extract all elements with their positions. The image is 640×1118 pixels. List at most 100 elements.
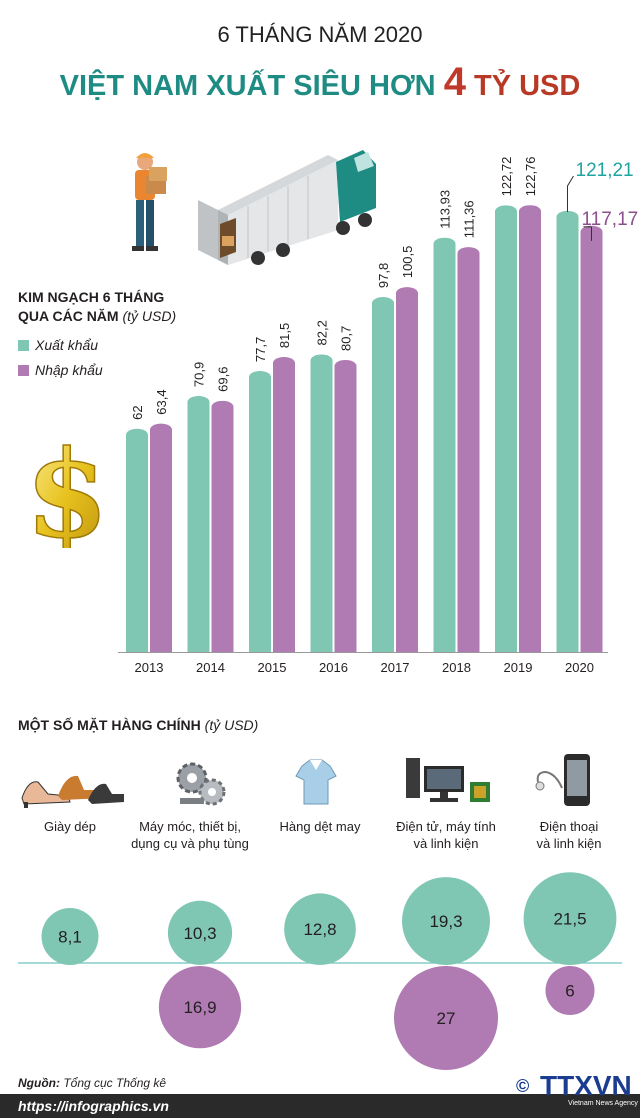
year-tick-label: 2013 [135, 660, 164, 675]
export-bar [126, 434, 148, 652]
export-bar [310, 360, 333, 652]
import-bubble [545, 966, 595, 1016]
footer-bar [0, 1094, 640, 1118]
export-bubble-label: 21,5 [553, 910, 586, 929]
page-subtitle: 6 THÁNG NĂM 2020 [217, 22, 423, 47]
gears-icon [176, 762, 226, 806]
export-bar-cap [372, 297, 394, 310]
legend-import-label: Nhập khẩu [35, 362, 103, 378]
ttxvn-logo-sub: Vietnam News Agency [568, 1100, 638, 1107]
bar-value-label: 122,76 [523, 156, 538, 196]
phone-icon [535, 754, 590, 806]
import-bar [150, 429, 172, 652]
items-unit: (tỷ USD) [204, 717, 259, 733]
source-text: Tổng cục Thống kê [59, 1076, 167, 1090]
bar-value-label: 63,4 [154, 389, 169, 414]
year-tick-label: 2018 [442, 660, 471, 675]
import-bubble-label: 27 [437, 1009, 456, 1028]
year-tick-label: 2014 [196, 660, 225, 675]
import-bar-cap [150, 423, 172, 436]
legend-import: Nhập khẩu [18, 362, 103, 378]
item-label-line2: và linh kiện [536, 836, 602, 851]
import-bar [519, 211, 541, 652]
year-tick-label: 2017 [381, 660, 410, 675]
bar-chart: 62 63,4 2013 70,9 69,6 2014 77,7 81,5 2015 82,2 80… [118, 156, 639, 675]
ttxvn-logo: TTXVN [540, 1070, 632, 1101]
legend-title-line1: KIM NGẠCH 6 THÁNG [18, 289, 165, 305]
bar-value-label: 100,5 [400, 246, 415, 279]
bar-value-label: 69,6 [216, 367, 231, 392]
items-title-text: MỘT SỐ MẶT HÀNG CHÍNH [18, 717, 205, 733]
shoes-icon [21, 775, 124, 808]
bar-value-label: 122,72 [499, 157, 514, 197]
import-bar-cap [457, 247, 480, 260]
year-tick-label: 2016 [319, 660, 348, 675]
bar-value-label: 77,7 [253, 337, 268, 362]
legend-title-line2: QUA CÁC NĂM [18, 308, 123, 324]
source-label: Nguồn: [18, 1076, 60, 1090]
computer-icon [406, 758, 490, 802]
bar-value-label: 113,93 [438, 190, 453, 229]
export-bar [495, 211, 517, 653]
import-bar-cap [334, 359, 357, 373]
export-highlight-label: 121,21 [576, 160, 634, 181]
export-bubble [402, 877, 490, 965]
bar-value-label: 82,2 [315, 320, 330, 345]
import-bubble [158, 966, 242, 1049]
bar-value-label: 70,9 [192, 362, 207, 387]
export-bar-cap [556, 210, 579, 223]
bubble-chart: 8,1 10,3 16,9 12,8 19,3 27 21,5 6 [18, 872, 622, 1070]
items-title: MỘT SỐ MẶT HÀNG CHÍNH (tỷ USD) [18, 717, 258, 733]
item-label-line1: Máy móc, thiết bị, [139, 819, 241, 834]
worker-icon [132, 153, 167, 251]
bar-value-label: 111,36 [462, 200, 477, 238]
title-part2: TỶ USD [465, 70, 581, 102]
import-bar [457, 253, 480, 653]
export-leader-line [567, 175, 574, 212]
import-bar-cap [211, 400, 234, 413]
item-label: Điện thoại và linh kiện [494, 818, 640, 852]
legend-export: Xuất khẩu [18, 337, 98, 353]
export-bar-cap [126, 428, 148, 441]
item-label: Hàng dệt may [245, 818, 395, 835]
legend-export-swatch [18, 340, 29, 351]
truck-worker-icon [132, 150, 376, 265]
import-bubble-label: 16,9 [183, 998, 216, 1017]
import-bar [580, 231, 603, 653]
item-label: Giày dép [0, 818, 145, 835]
import-bar [396, 293, 418, 652]
item-label-line2: và linh kiện [413, 836, 479, 851]
footer-url[interactable]: https://infographics.vn [18, 1098, 169, 1114]
title-number: 4 [443, 60, 466, 104]
item-label: Điện tử, máy tính và linh kiện [371, 818, 521, 852]
bar-value-label: 97,8 [376, 263, 391, 288]
import-bubble-label: 6 [565, 982, 574, 1001]
bar-value-label: 81,5 [277, 323, 292, 348]
import-bubble [394, 966, 498, 1070]
import-highlight-label: 117,17 [582, 209, 639, 230]
legend-title: KIM NGẠCH 6 THÁNG QUA CÁC NĂM (tỷ USD) [18, 288, 218, 326]
bar-value-label: 62 [130, 405, 145, 419]
import-bar-cap [519, 205, 541, 218]
year-tick-label: 2020 [565, 660, 594, 675]
export-bubble-label: 12,8 [303, 920, 336, 939]
item-label-line1: Hàng dệt may [279, 819, 361, 834]
truck-icon [198, 150, 376, 265]
item-label-line1: Điện thoại [539, 819, 599, 834]
bar-value-label: 80,7 [339, 326, 354, 351]
legend-import-swatch [18, 365, 29, 376]
legend-unit: (tỷ USD) [122, 308, 177, 324]
export-bar-cap [433, 237, 456, 250]
item-label: Máy móc, thiết bị, dụng cụ và phụ tùng [115, 818, 265, 852]
export-bubble [41, 908, 99, 965]
title-part1: VIỆT NAM XUẤT SIÊU HƠN [59, 70, 444, 102]
item-label-line2: dụng cụ và phụ tùng [131, 836, 249, 851]
export-bar-cap [249, 371, 271, 384]
item-label-line1: Điện tử, máy tính [396, 819, 496, 834]
import-bar [273, 363, 295, 652]
export-bar [249, 377, 271, 652]
import-bar-cap [273, 357, 295, 370]
page-title: VIỆT NAM XUẤT SIÊU HƠN 4 TỶ USD [0, 60, 640, 105]
export-bubble-label: 19,3 [429, 912, 462, 931]
export-bar-cap [495, 205, 517, 218]
